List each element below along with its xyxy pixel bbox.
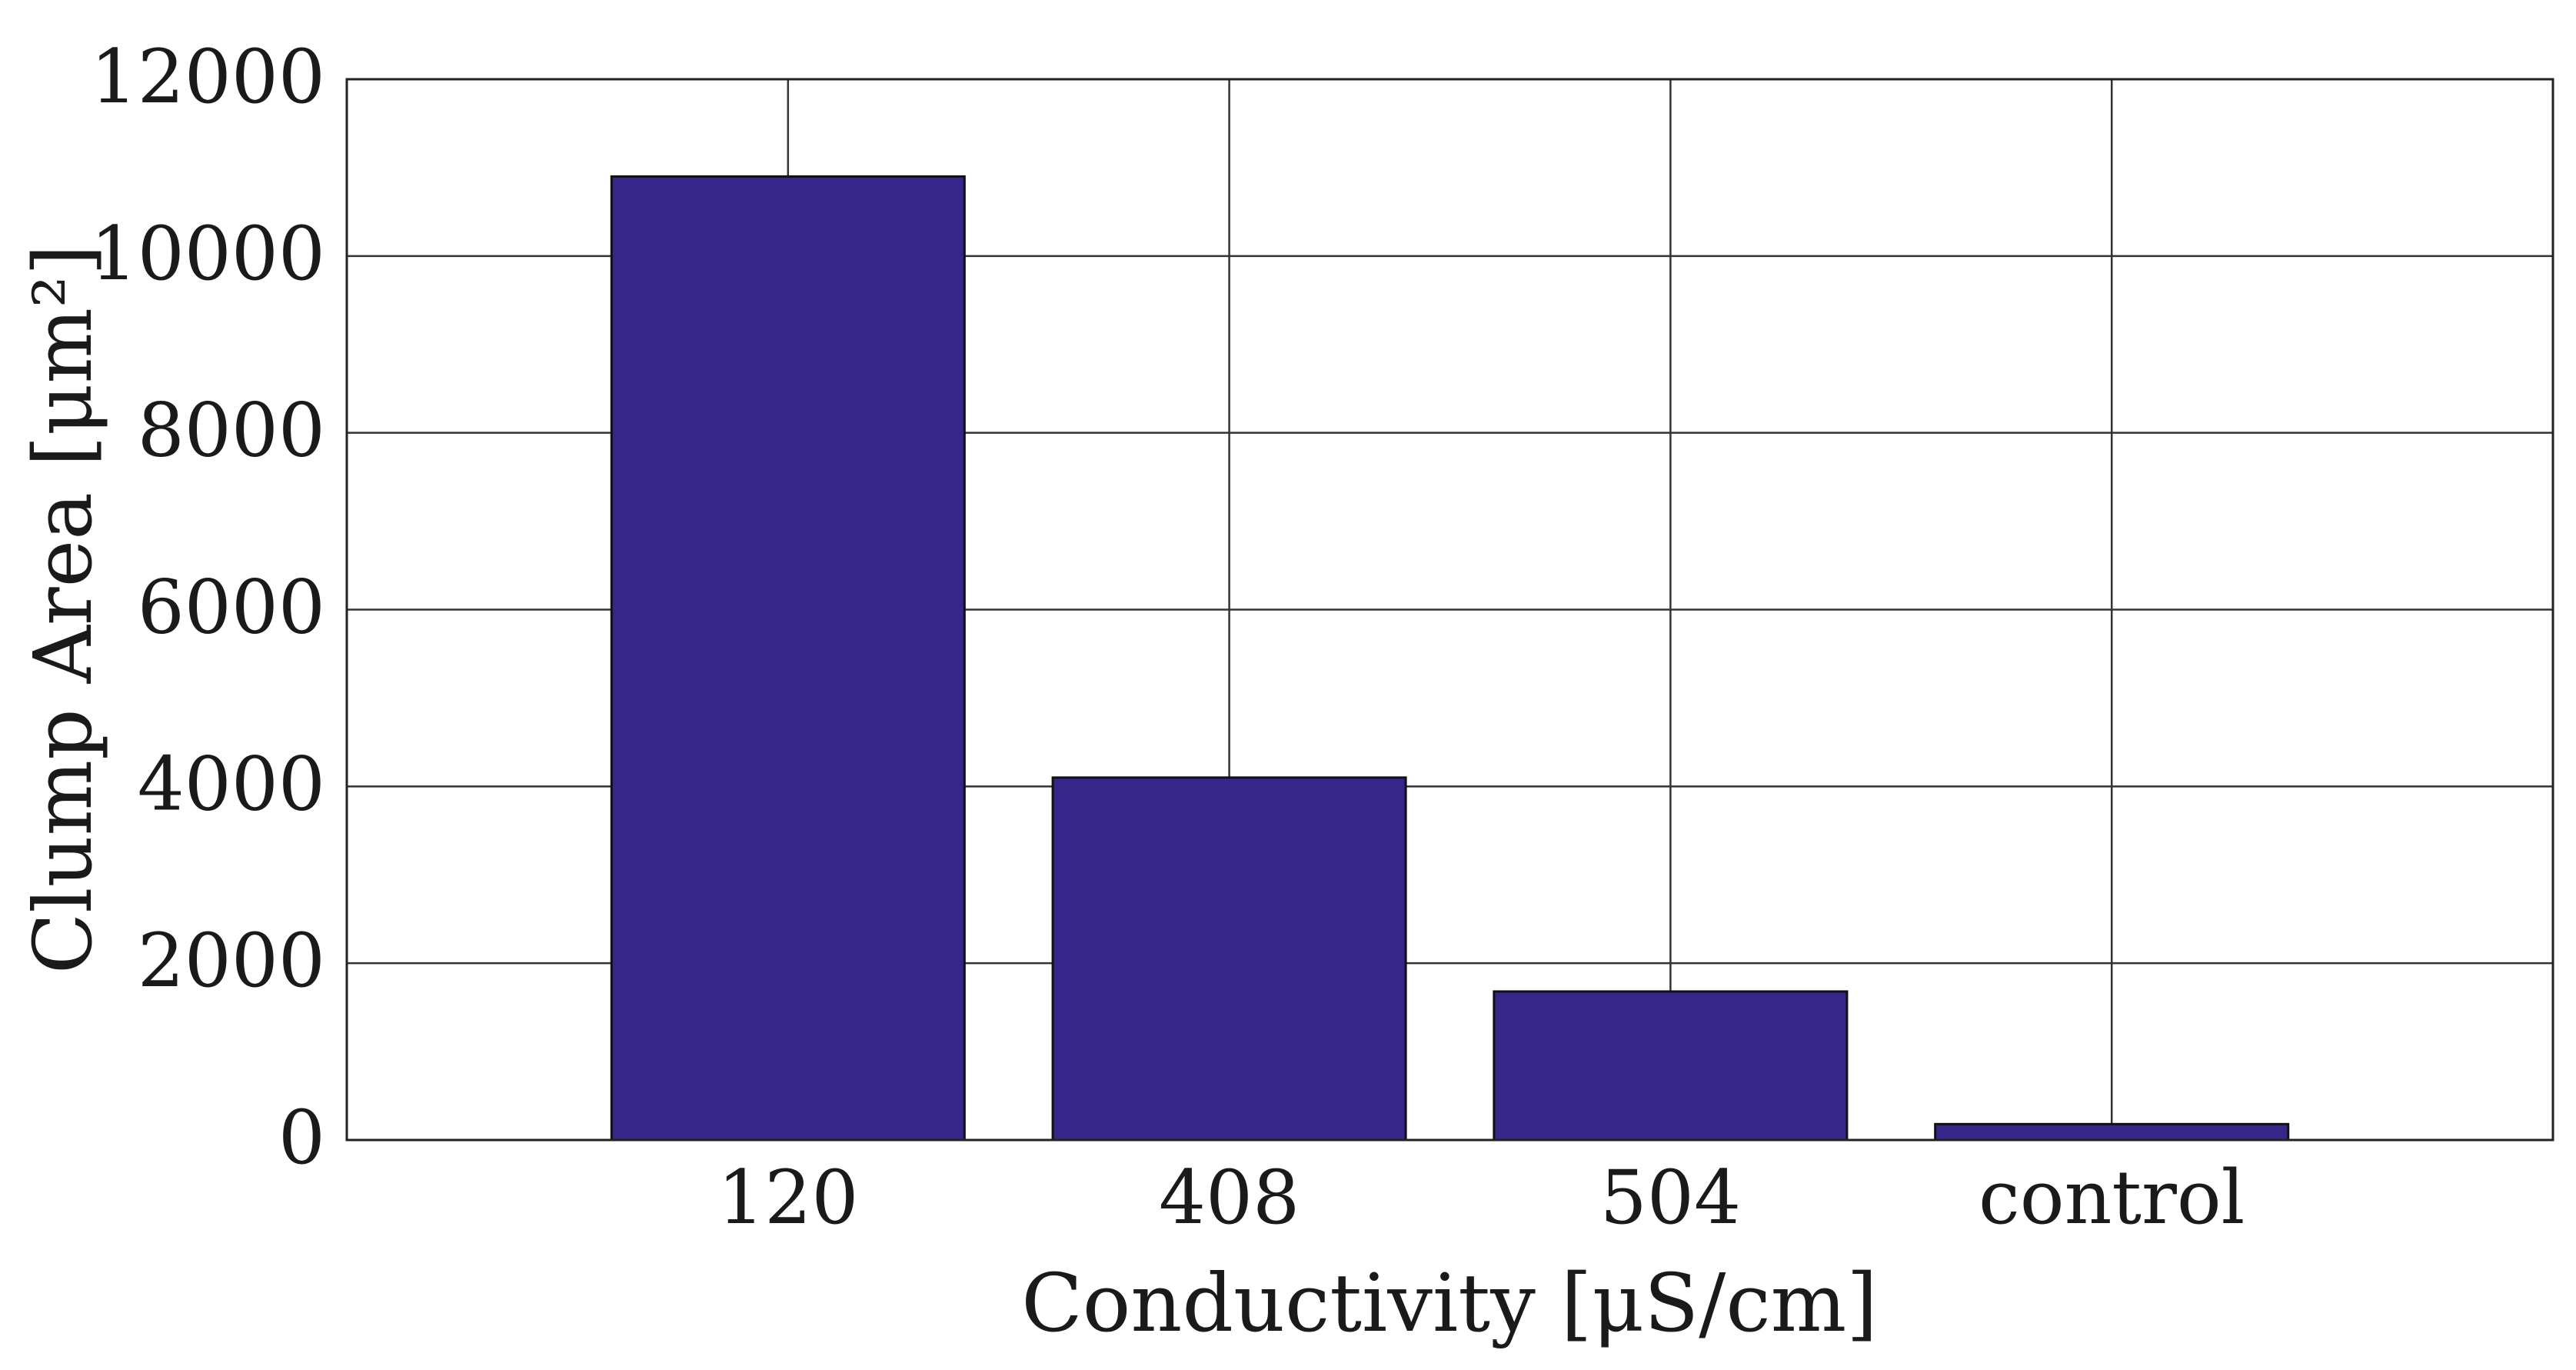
bar-408	[1051, 776, 1407, 1142]
x-tick-label: control	[1979, 1155, 2245, 1241]
x-tick-label: 120	[717, 1155, 858, 1241]
plot-frame	[345, 78, 2554, 1142]
y-tick-label: 6000	[138, 565, 325, 651]
bar-control	[1934, 1122, 2290, 1142]
y-tick-label: 4000	[138, 741, 325, 827]
x-tick-labels: 120 408 504 control	[717, 1155, 2245, 1241]
y-tick-labels: 0 2000 4000 6000 8000 10000 12000	[91, 34, 325, 1181]
bars-layer	[610, 175, 2290, 1142]
y-axis-label: Clump Area [μm²]	[16, 245, 110, 975]
bar-504	[1493, 990, 1849, 1142]
y-tick-label: 0	[278, 1095, 325, 1181]
y-tick-label: 8000	[138, 388, 325, 474]
x-tick-label: 504	[1600, 1155, 1741, 1241]
x-axis-label: Conductivity [μS/cm]	[1021, 1256, 1878, 1350]
bar-120	[610, 175, 966, 1142]
y-tick-label: 2000	[138, 918, 325, 1004]
y-tick-label: 12000	[91, 34, 325, 120]
y-tick-label: 10000	[91, 211, 325, 297]
x-tick-label: 408	[1159, 1155, 1300, 1241]
